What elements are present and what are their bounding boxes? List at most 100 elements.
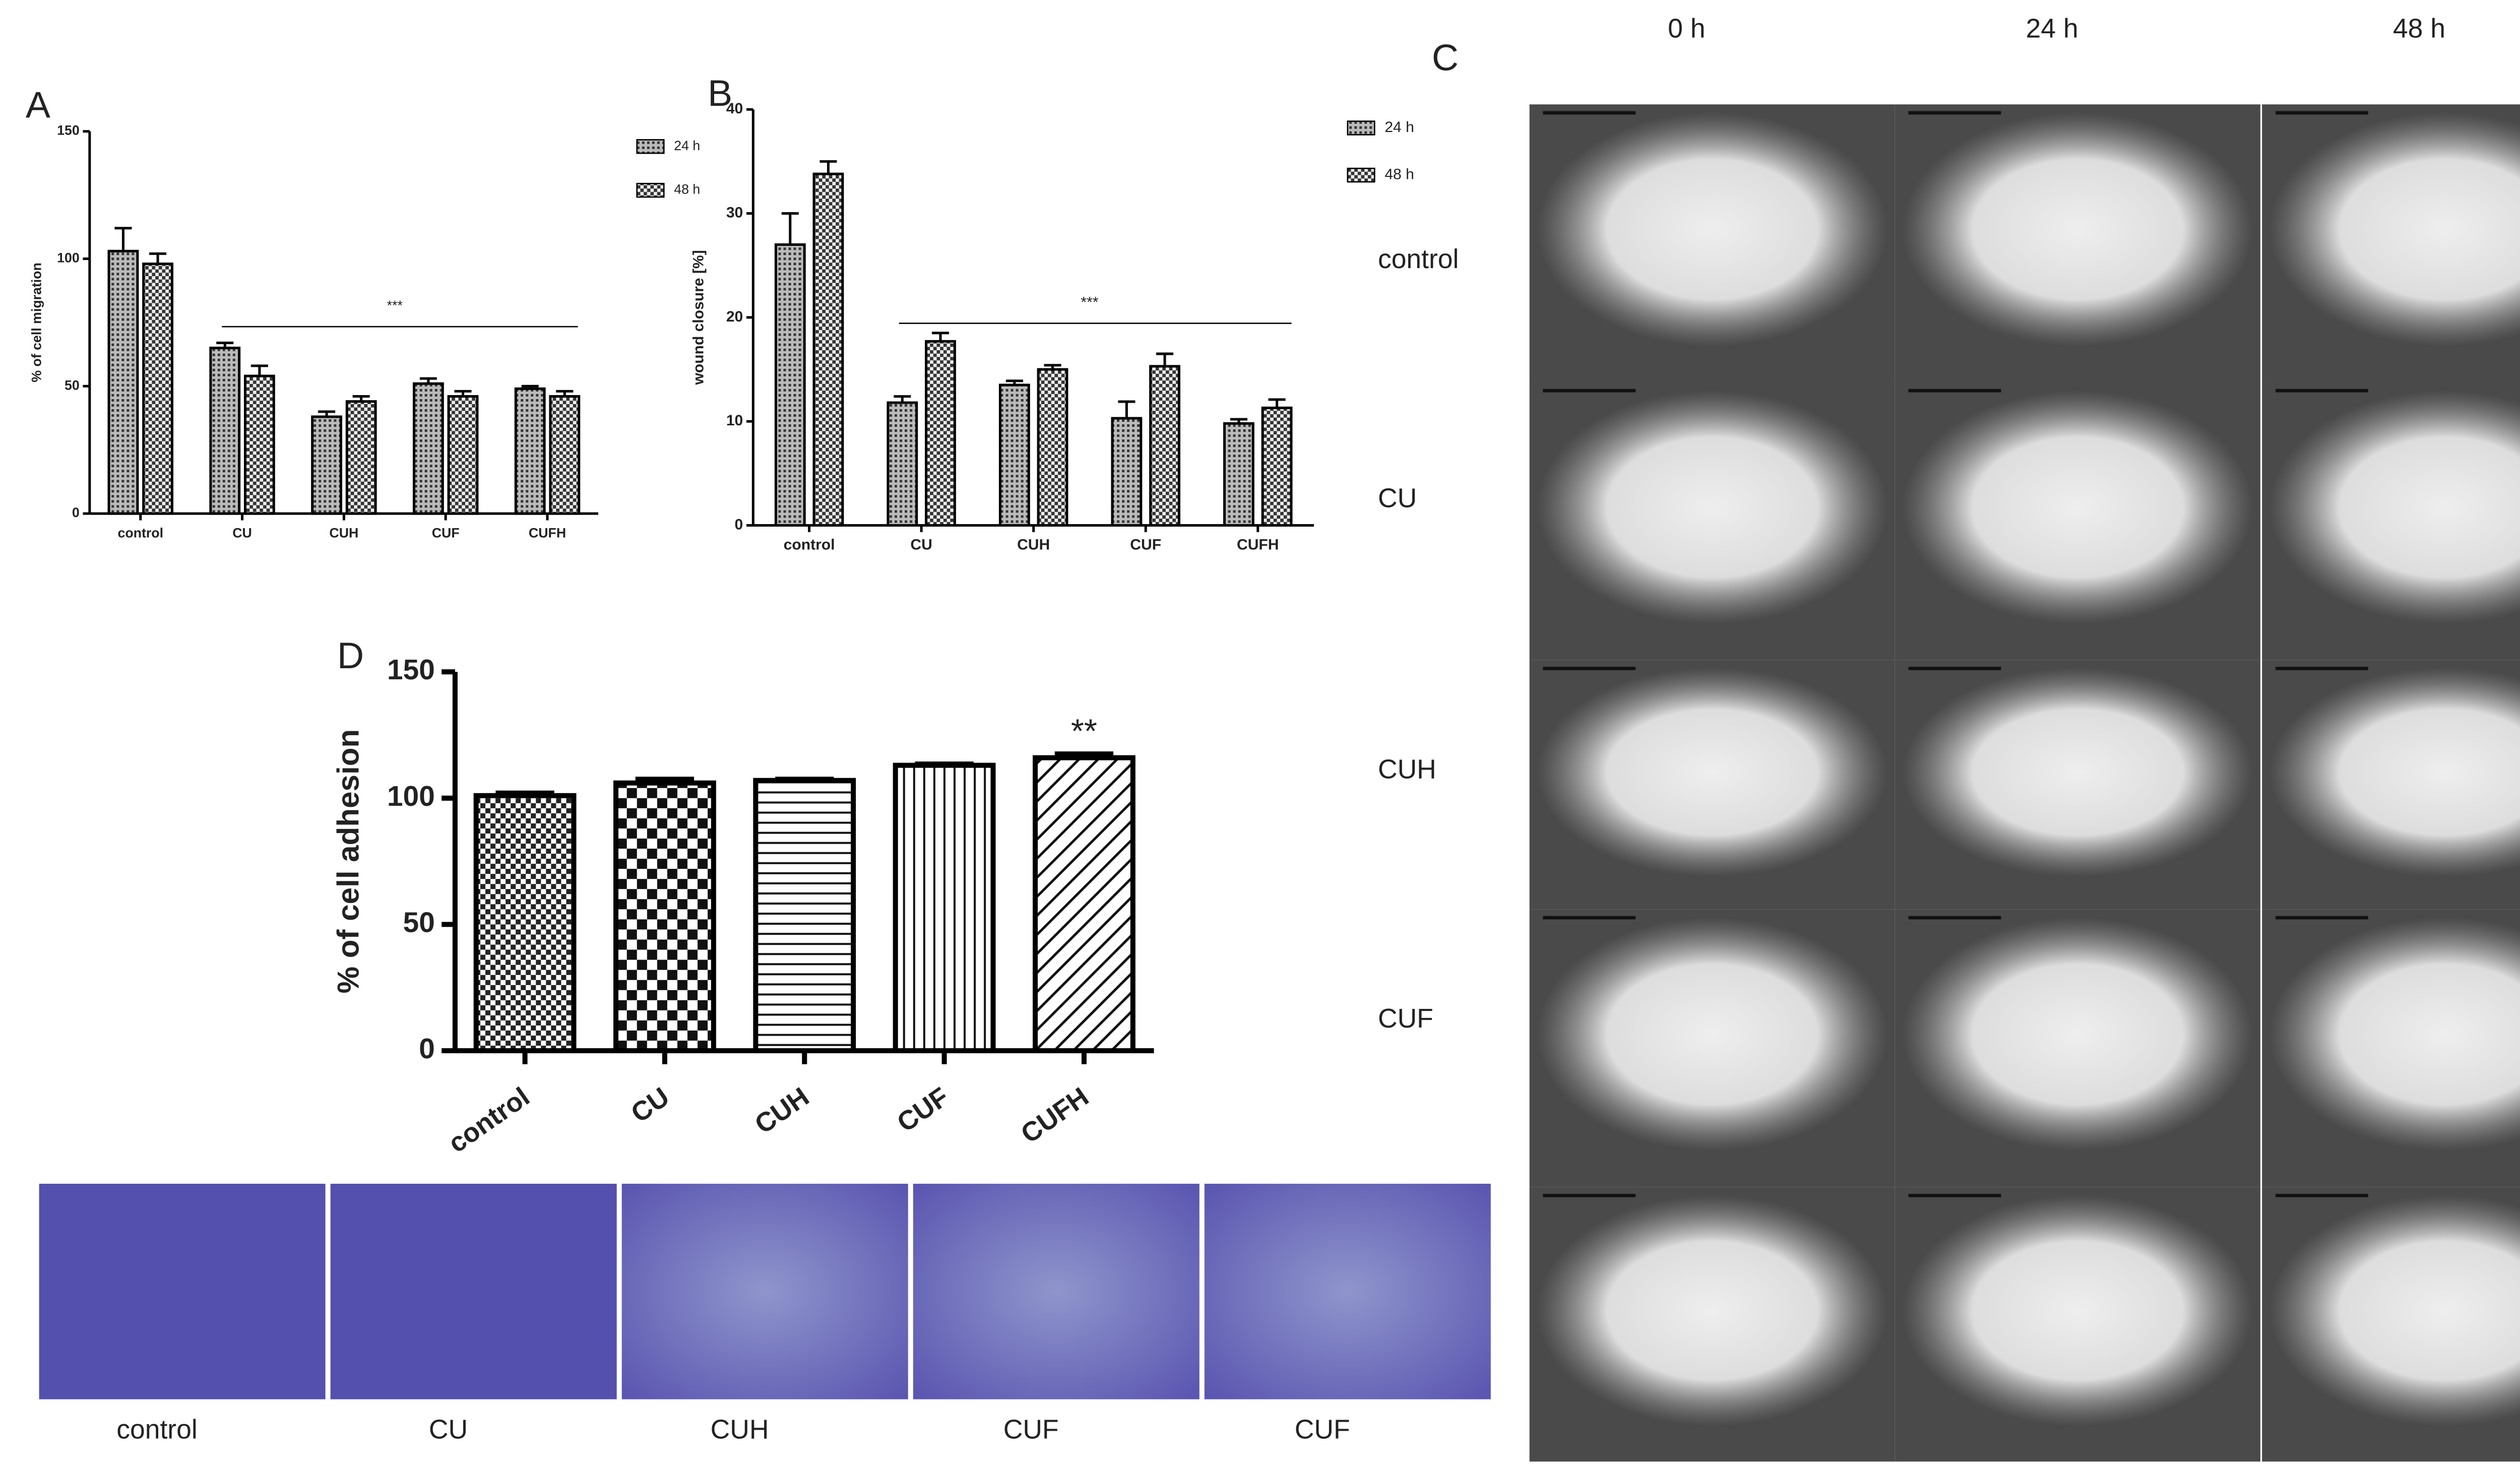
bar (311, 415, 342, 515)
stain-label: CU (429, 1415, 468, 1444)
significance-label: *** (387, 298, 403, 313)
error-bar (1156, 352, 1174, 366)
y-tick-label: 0 (419, 1033, 435, 1065)
x-tick-label: CUF (1130, 537, 1161, 553)
micrograph-wound (2269, 112, 2520, 346)
micrograph-wound (1537, 667, 1888, 877)
scale-bar (1543, 916, 1636, 920)
x-tick-label: CUH (1017, 537, 1050, 553)
row-label: CUH (1378, 754, 1436, 784)
scale-bar (2275, 389, 2368, 393)
x-tick-label: control (784, 537, 835, 553)
micrograph-wound (1902, 667, 2253, 877)
micrograph-wound (1902, 112, 2253, 346)
scale-bar (1543, 389, 1636, 393)
bar (893, 762, 996, 1054)
bar (1037, 368, 1068, 527)
error-bar (781, 212, 799, 245)
legend-label: 24 h (1384, 119, 1414, 136)
legend-swatch (636, 182, 665, 198)
x-tick-label: CU (626, 1082, 675, 1129)
legend-swatch (636, 139, 665, 154)
panel-label: D (337, 634, 364, 676)
x-tick-label: CUF (892, 1082, 955, 1138)
legend-swatch (1347, 120, 1375, 136)
error-bar (114, 227, 132, 251)
micrograph-wound (1902, 391, 2253, 624)
scale-bar (1543, 667, 1636, 670)
bar (1111, 417, 1143, 527)
scale-bar (1908, 111, 2001, 115)
micrograph-wound (2269, 1195, 2520, 1426)
x-tick-label: CUFH (1016, 1082, 1094, 1149)
scale-bar (2275, 916, 2368, 920)
bar (774, 243, 806, 527)
legend-label: 48 h (674, 182, 700, 197)
bar (887, 401, 918, 527)
error-bar (1118, 400, 1136, 418)
bar (345, 400, 377, 515)
micrograph-wound (1537, 917, 1888, 1151)
x-tick-label: CU (910, 537, 932, 553)
micrograph-wound (2269, 391, 2520, 624)
significance-label: ** (1071, 713, 1097, 750)
x-tick-label: CUH (329, 525, 358, 540)
bar (998, 384, 1030, 527)
scale-bar (2275, 1194, 2368, 1197)
row-label: CU (1378, 484, 1417, 514)
stain-label: CUF (1003, 1415, 1059, 1444)
bar (549, 395, 581, 515)
stain-image (913, 1183, 1200, 1399)
y-tick-label: 30 (726, 204, 743, 221)
stain-label: control (116, 1415, 197, 1444)
y-tick-label: 0 (72, 505, 80, 520)
bar (142, 263, 173, 515)
panel-label: C (1432, 37, 1459, 79)
micrograph-wound (2269, 667, 2520, 877)
x-tick-label: CUFH (529, 525, 566, 540)
y-axis-label: wound closure [%] (690, 250, 707, 385)
bar (1149, 365, 1180, 527)
stain-label: CUF (1295, 1415, 1350, 1444)
bar (243, 374, 275, 515)
x-tick-label: control (117, 525, 163, 540)
y-tick-label: 50 (65, 377, 80, 393)
scale-bar (1908, 389, 2001, 393)
panel-label: A (26, 84, 50, 125)
bar (209, 346, 241, 515)
scale-bar (2275, 667, 2368, 670)
stain-image (39, 1183, 326, 1399)
bar (412, 382, 444, 515)
bar (1261, 406, 1293, 527)
panel-label: B (708, 72, 732, 114)
y-tick-label: 0 (735, 516, 743, 533)
scale-bar (1908, 916, 2001, 920)
micrograph-wound (2269, 917, 2520, 1151)
scale-bar (1543, 111, 1636, 115)
column-header: 0 h (1668, 14, 1705, 43)
bar (613, 780, 716, 1054)
column-header: 48 h (2393, 14, 2445, 43)
scale-bar (1908, 1194, 2001, 1197)
micrograph-wound (1902, 917, 2253, 1151)
bar (447, 395, 479, 515)
x-tick-label: control (443, 1082, 535, 1159)
error-bar (931, 332, 950, 342)
column-header: 24 h (2026, 14, 2078, 43)
stain-label: CUH (711, 1415, 769, 1444)
stain-image (1204, 1183, 1491, 1399)
scale-bar (1543, 1194, 1636, 1197)
y-tick-label: 100 (57, 250, 80, 266)
micrograph-wound (1537, 112, 1888, 346)
bar (473, 793, 577, 1054)
bar (1032, 755, 1136, 1054)
row-label: control (1378, 244, 1459, 274)
micrograph-wound (1902, 1195, 2253, 1426)
micrograph-wound (1537, 1195, 1888, 1426)
row-label: CUF (1378, 1004, 1433, 1034)
bar (925, 340, 956, 527)
y-tick-label: 10 (726, 412, 743, 429)
error-bar (149, 252, 167, 264)
y-tick-label: 150 (57, 123, 80, 138)
